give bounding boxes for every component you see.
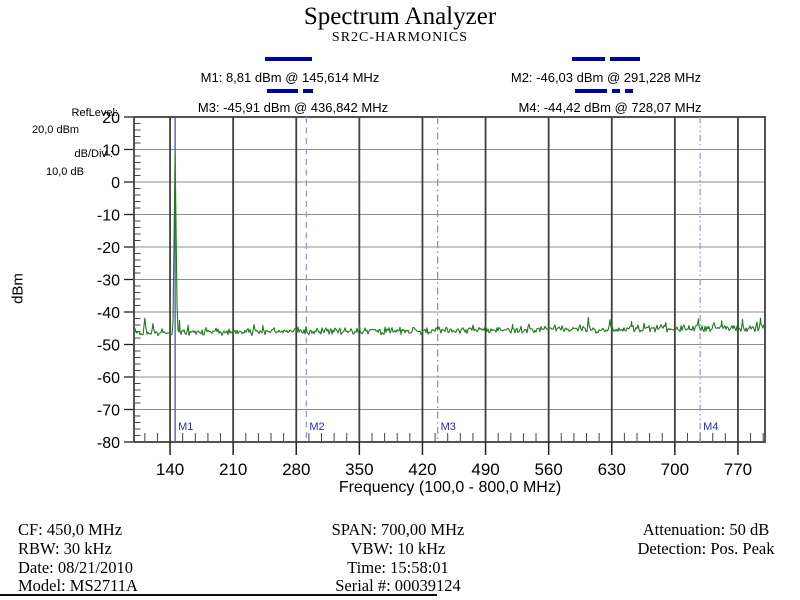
span-readout: SPAN: 700,00 MHz — [331, 520, 465, 539]
marker3-linestyle-swatch — [303, 89, 313, 93]
x-tick-label: 210 — [219, 460, 247, 479]
cf-readout: CF: 450,0 MHz — [18, 520, 123, 539]
marker2-linestyle-swatch — [572, 57, 605, 61]
page-title: Spectrum Analyzer — [303, 3, 497, 30]
plot-border — [133, 116, 766, 443]
y-tick-label: -50 — [97, 338, 120, 355]
ref-level-value: 20,0 dBm — [32, 124, 80, 136]
footer-left-column: CF: 450,0 MHz RBW: 30 kHz Date: 08/21/20… — [18, 520, 138, 596]
ref-level-label: RefLevel: — [71, 107, 118, 119]
x-tick-label: 700 — [661, 460, 689, 479]
marker4-linestyle-swatch — [575, 89, 607, 93]
y-tick-label: 0 — [111, 175, 120, 192]
y-tick-label: -30 — [97, 273, 120, 290]
y-tick-label: -10 — [97, 208, 120, 225]
spectrum-plot: 20 10 0 -10 -20 -30 -40 -50 -60 -70 -80 140 210 280 35… — [97, 110, 766, 479]
y-tick-label: -80 — [97, 435, 120, 452]
marker-flag-M1: M1 — [178, 421, 193, 433]
x-tick-label: 280 — [282, 460, 310, 479]
trace-title: SR2C-HARMONICS — [331, 30, 469, 45]
x-tick-label: 770 — [724, 460, 752, 479]
marker-flag-M2: M2 — [309, 421, 324, 433]
marker4-readout: M4: -44,42 dBm @ 728,07 MHz — [518, 100, 702, 115]
rbw-readout: RBW: 30 kHz — [18, 538, 112, 558]
time-readout: Time: 15:58:01 — [347, 557, 449, 577]
serial-readout: Serial #: 00039124 — [335, 576, 461, 596]
y-tick-label: -70 — [97, 403, 120, 420]
y-tick-label: 10 — [102, 143, 120, 160]
x-tick-label: 140 — [156, 460, 184, 479]
x-tick-label: 560 — [534, 460, 562, 479]
x-tick-label: 420 — [408, 460, 436, 479]
model-readout: Model: MS2711A — [18, 576, 138, 596]
x-tick-label: 350 — [345, 460, 373, 479]
marker1-linestyle-swatch — [265, 57, 312, 61]
y-tick-label: 20 — [102, 110, 120, 127]
marker3-readout: M3: -45,91 dBm @ 436,842 MHz — [197, 100, 389, 115]
x-tick-label: 630 — [598, 460, 626, 479]
marker4-linestyle-swatch — [625, 89, 633, 93]
marker-flag-M3: M3 — [441, 421, 456, 433]
db-per-div-value: 10,0 dB — [46, 166, 84, 178]
x-axis-title: Frequency (100,0 - 800,0 MHz) — [338, 479, 562, 496]
y-tick-label: -20 — [97, 240, 120, 257]
marker3-linestyle-swatch — [267, 89, 298, 93]
bottom-divider — [0, 594, 437, 596]
marker2-readout: M2: -46,03 dBm @ 291,228 MHz — [510, 70, 702, 85]
marker2-linestyle-swatch — [610, 57, 640, 61]
date-readout: Date: 08/21/2010 — [18, 557, 134, 577]
y-tick-label: -40 — [97, 305, 120, 322]
marker1-readout: M1: 8,81 dBm @ 145,614 MHz — [200, 70, 380, 85]
attenuation-readout: Attenuation: 50 dB — [642, 520, 770, 539]
detection-readout: Detection: Pos. Peak — [637, 538, 775, 558]
marker4-linestyle-swatch — [612, 89, 620, 93]
footer-center-column: SPAN: 700,00 MHz VBW: 10 kHz Time: 15:58… — [298, 520, 498, 596]
spectrum-trace — [133, 152, 766, 337]
x-tick-label: 490 — [471, 460, 499, 479]
y-tick-label: -60 — [97, 370, 120, 387]
marker-flag-M4: M4 — [703, 421, 718, 433]
db-per-div-label: dB/Div : — [74, 148, 113, 160]
footer-right-column: Attenuation: 50 dB Detection: Pos. Peak — [620, 520, 792, 559]
vbw-readout: VBW: 10 kHz — [350, 538, 446, 558]
